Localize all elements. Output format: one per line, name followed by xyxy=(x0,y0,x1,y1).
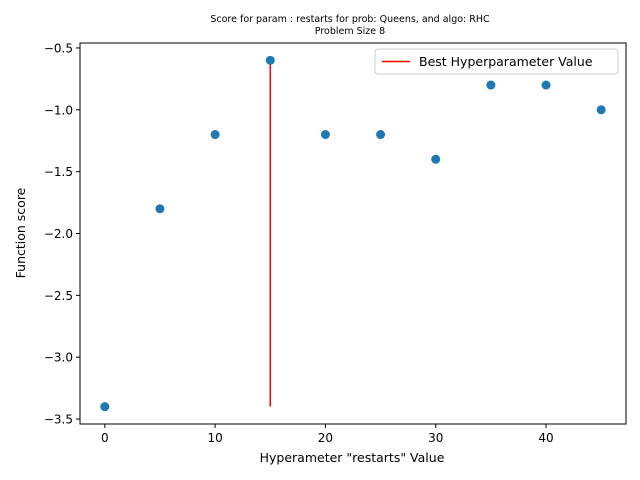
data-point xyxy=(431,154,441,164)
data-point xyxy=(155,204,165,214)
y-tick-label: −2.0 xyxy=(44,227,73,241)
data-point xyxy=(486,80,496,90)
data-point xyxy=(376,130,386,140)
x-axis-label: Hyperameter "restarts" Value xyxy=(260,450,445,465)
x-tick-label: 30 xyxy=(428,431,443,445)
chart-title: Score for param : restarts for prob: Que… xyxy=(210,14,490,25)
x-axis-ticks: 0 10 20 30 40 xyxy=(101,424,554,445)
data-point xyxy=(596,105,606,115)
x-tick-label: 40 xyxy=(538,431,553,445)
legend: Best Hyperparameter Value xyxy=(374,48,619,75)
data-point xyxy=(541,80,551,90)
y-tick-label: −2.5 xyxy=(44,289,73,303)
data-point xyxy=(265,55,275,65)
y-axis-label: Function score xyxy=(13,187,28,278)
legend-label: Best Hyperparameter Value xyxy=(419,54,593,69)
x-tick-label: 20 xyxy=(318,431,333,445)
legend-box xyxy=(374,48,619,75)
data-point xyxy=(100,402,110,412)
y-tick-label: −1.0 xyxy=(44,103,73,117)
data-point xyxy=(210,130,220,140)
chart-subtitle: Problem Size 8 xyxy=(315,26,385,37)
y-tick-label: −0.5 xyxy=(44,41,73,55)
plot-area xyxy=(100,55,606,412)
data-point xyxy=(320,130,330,140)
y-tick-label: −3.0 xyxy=(44,351,73,365)
y-axis-ticks: −3.5 −3.0 −2.5 −2.0 −1.5 −1.0 −0.5 xyxy=(44,41,80,427)
y-tick-label: −1.5 xyxy=(44,165,73,179)
y-tick-label: −3.5 xyxy=(44,413,73,427)
axes-frame xyxy=(79,42,627,425)
x-tick-label: 0 xyxy=(101,431,109,445)
x-tick-label: 10 xyxy=(207,431,222,445)
